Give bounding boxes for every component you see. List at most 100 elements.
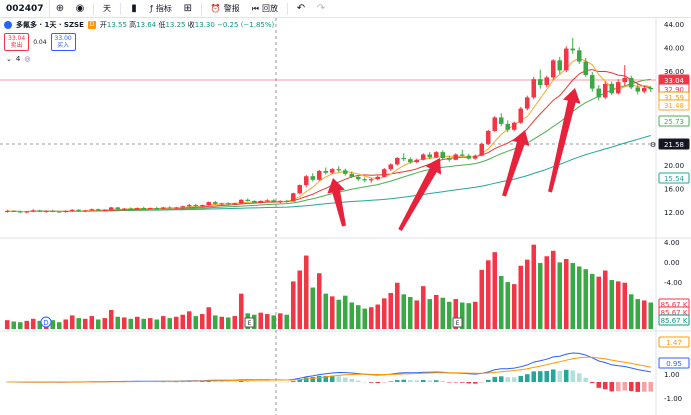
volume-bar xyxy=(206,307,212,329)
macd-histogram-bar xyxy=(4,382,10,383)
volume-bar xyxy=(258,312,264,329)
settings-icon[interactable]: ◉ xyxy=(75,3,85,14)
candle xyxy=(160,207,166,209)
sell-price: 33.04 xyxy=(8,35,26,42)
candle xyxy=(342,170,348,174)
candle xyxy=(115,207,121,210)
macd-histogram-bar xyxy=(557,370,563,382)
volume-bar xyxy=(609,280,615,329)
volume-bars xyxy=(4,244,654,329)
volume-bar xyxy=(141,318,147,329)
volume-bar xyxy=(615,281,621,329)
volume-bar xyxy=(238,293,244,329)
volume-bar xyxy=(11,321,17,329)
ma-price-label: 31.48 xyxy=(664,102,684,110)
price-chart[interactable]: D E E 44.0040.0036.0032.0028.0024.0020.0… xyxy=(0,18,691,415)
macd-histogram-bar xyxy=(492,376,498,382)
macd-histogram-bar xyxy=(271,381,277,383)
templates-icon[interactable]: ⊞ xyxy=(183,3,193,14)
macd-histogram-bar xyxy=(355,380,361,382)
candle xyxy=(420,154,426,160)
macd-histogram-bar xyxy=(479,382,485,383)
volume-bar xyxy=(30,318,36,329)
volume-axis-tick: -4.00 xyxy=(664,279,682,287)
volume-bar xyxy=(557,262,563,329)
price-axis-tick: 36.00 xyxy=(664,68,684,76)
market-status-badge: D xyxy=(87,21,96,29)
low-label: 低 xyxy=(158,21,166,29)
macd-histogram-bar xyxy=(264,381,270,382)
candle xyxy=(427,154,433,158)
volume-bar xyxy=(160,316,166,329)
candle xyxy=(186,205,192,207)
candle xyxy=(121,208,127,210)
volume-bar xyxy=(550,250,556,329)
earnings-marker[interactable]: E xyxy=(244,317,255,328)
candle-style-icon[interactable]: ▮ xyxy=(131,3,137,14)
volume-bar xyxy=(362,308,368,329)
replay-button[interactable]: ⏮ 回放 xyxy=(252,3,278,14)
price-axis[interactable]: 44.0040.0036.0032.0028.0024.0020.0016.00… xyxy=(650,21,690,403)
volume-bar xyxy=(147,318,153,329)
earnings-marker-box xyxy=(452,317,463,328)
symbol-search[interactable]: 002407 xyxy=(0,0,50,18)
volume-bar xyxy=(394,282,400,329)
candle xyxy=(43,210,49,212)
change-value: −0.25 (−1.85%) xyxy=(217,21,275,29)
candle xyxy=(277,200,283,203)
alarm-clock-icon: ⏰ xyxy=(210,4,221,13)
macd-histogram-bar xyxy=(362,381,368,383)
macd-histogram-bar xyxy=(180,381,186,383)
volume-axis-tick: 4.00 xyxy=(664,239,680,247)
ma-price-label: 31.59 xyxy=(664,94,684,102)
macd-histogram-bar xyxy=(596,382,602,388)
candle xyxy=(355,176,361,180)
volume-bar xyxy=(368,307,374,329)
undo-icon[interactable]: ↶ xyxy=(296,3,306,14)
ohlc-values: 开13.55 高13.64 低13.25 收13.30 −0.25 (−1.85… xyxy=(100,20,274,30)
price-axis-tick: 44.00 xyxy=(664,21,684,29)
ma-price-label: 25.73 xyxy=(664,118,684,126)
volume-bar xyxy=(69,315,75,329)
indicators-button[interactable]: ƒ 指标 xyxy=(150,3,172,14)
macd-dea-label-bg xyxy=(658,336,690,348)
alert-button[interactable]: ⏰ 警报 xyxy=(211,3,240,14)
volume-bar xyxy=(154,319,160,329)
red-arrow-shape xyxy=(502,130,530,197)
price-axis-tick: 16.00 xyxy=(664,186,684,194)
macd-histogram-bar xyxy=(472,382,478,384)
earnings-marker[interactable]: E xyxy=(452,317,463,328)
macd-histogram-bar xyxy=(433,380,439,382)
indicators-toggle[interactable]: ⌄ 4 ◎ xyxy=(6,55,30,63)
candle xyxy=(167,207,173,209)
redo-icon[interactable]: ↷ xyxy=(316,3,326,14)
macd-histogram-bar xyxy=(544,370,550,382)
red-arrow xyxy=(327,177,346,227)
red-arrow xyxy=(502,130,530,197)
buy-label: 买入 xyxy=(57,42,70,49)
candle xyxy=(466,155,472,159)
volume-bar xyxy=(115,316,121,329)
candle xyxy=(648,88,654,90)
interval-selector[interactable]: 天 xyxy=(103,3,111,14)
candle xyxy=(381,169,387,177)
sell-button[interactable]: 33.04 卖出 xyxy=(4,33,30,51)
volume-bar xyxy=(128,318,134,329)
symbol-title[interactable]: 多氟多 · 1天 · SZSE xyxy=(16,21,84,29)
macd-histogram-bar xyxy=(329,375,335,382)
macd-histogram-bar xyxy=(238,381,244,382)
candle xyxy=(589,75,595,89)
add-compare-icon[interactable]: ⊕ xyxy=(55,3,65,14)
volume-bar xyxy=(37,320,43,329)
buy-button[interactable]: 33.00 买入 xyxy=(50,33,76,51)
candle xyxy=(388,164,394,170)
macd-histogram-bar xyxy=(498,376,504,382)
volume-bar xyxy=(648,302,654,329)
candle xyxy=(50,210,56,212)
volume-bar xyxy=(284,314,290,329)
candle xyxy=(173,207,179,209)
candle xyxy=(511,122,517,130)
sell-label: 卖出 xyxy=(10,42,23,49)
dividend-marker[interactable]: D xyxy=(40,316,52,328)
macd-histogram-bar xyxy=(375,382,381,384)
